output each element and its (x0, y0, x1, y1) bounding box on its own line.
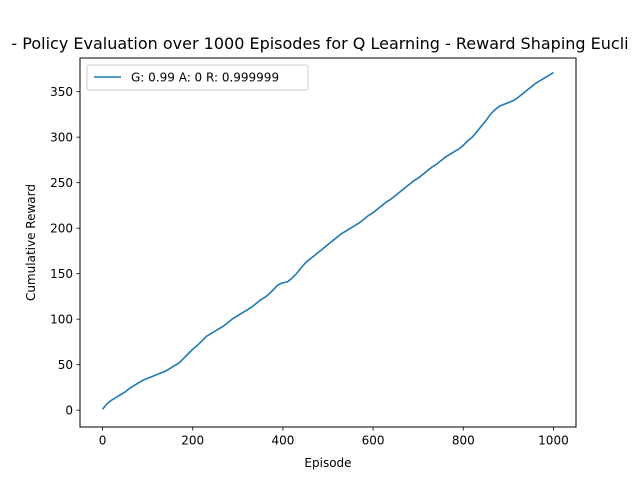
y-axis-label: Cumulative Reward (24, 184, 38, 301)
x-tick-label: 600 (362, 434, 385, 448)
y-tick-label: 0 (65, 404, 73, 418)
y-tick-label: 50 (58, 358, 73, 372)
x-tick-label: 200 (181, 434, 204, 448)
x-tick-label: 800 (452, 434, 475, 448)
plot-series-group (101, 71, 554, 410)
y-tick-label: 300 (50, 131, 73, 145)
x-axis-label: Episode (304, 456, 351, 470)
y-tick-label: 350 (50, 85, 73, 99)
x-tick-label: 400 (271, 434, 294, 448)
y-tick-label: 200 (50, 222, 73, 236)
plot-frame (79, 57, 577, 428)
x-tick-label: 0 (99, 434, 107, 448)
x-tick-label: 1000 (538, 434, 569, 448)
legend-box (86, 64, 309, 91)
series-line (101, 71, 554, 410)
y-tick-label: 250 (50, 176, 73, 190)
chart-title: - Policy Evaluation over 1000 Episodes f… (11, 34, 628, 53)
legend-entry-label: G: 0.99 A: 0 R: 0.999999 (131, 71, 279, 85)
y-ticks-group: 0 50 100 150 200 250 300 350 (50, 85, 80, 418)
x-ticks-group: 0 200 400 600 800 1000 (99, 427, 569, 448)
legend: G: 0.99 A: 0 R: 0.999999 (86, 64, 309, 91)
y-tick-label: 100 (50, 313, 73, 327)
y-tick-label: 150 (50, 267, 73, 281)
